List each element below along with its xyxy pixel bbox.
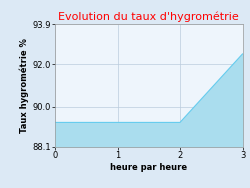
X-axis label: heure par heure: heure par heure bbox=[110, 163, 187, 172]
Y-axis label: Taux hygrométrie %: Taux hygrométrie % bbox=[20, 38, 30, 133]
Title: Evolution du taux d'hygrométrie: Evolution du taux d'hygrométrie bbox=[58, 12, 239, 22]
